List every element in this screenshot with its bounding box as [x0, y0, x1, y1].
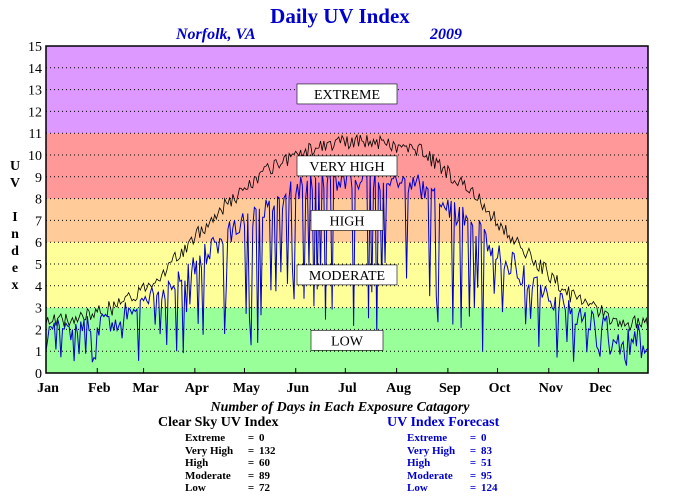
- band-label-low: LOW: [331, 334, 364, 349]
- month-label: Jul: [338, 381, 357, 396]
- y-axis-label-char: V: [10, 176, 20, 191]
- y-tick-label: 7: [35, 214, 42, 229]
- category-label: High: [407, 457, 431, 469]
- month-label: Dec: [589, 381, 612, 396]
- y-tick-label: 2: [35, 323, 42, 338]
- y-axis-label-char: I: [12, 210, 17, 225]
- y-axis-label-char: U: [10, 159, 20, 174]
- y-tick-label: 14: [28, 62, 42, 77]
- day-count: 83: [481, 444, 492, 457]
- month-label: Nov: [539, 381, 563, 396]
- year-label: 2009: [430, 26, 462, 43]
- clear-sky-line: [45, 133, 649, 332]
- y-axis-label-char: d: [11, 244, 19, 259]
- category-label: Very High: [185, 444, 234, 457]
- chart-title: Daily UV Index: [270, 4, 410, 28]
- month-label: Feb: [88, 381, 111, 396]
- equals-sign: =: [469, 432, 477, 444]
- forecast-row-moderate: Moderate = 95: [407, 470, 498, 483]
- day-count: 72: [259, 482, 270, 494]
- band-label-extreme: EXTREME: [314, 88, 380, 103]
- category-label: Extreme: [407, 432, 448, 444]
- y-tick-label: 3: [35, 302, 42, 317]
- equals-sign: =: [469, 457, 477, 469]
- month-label: Oct: [489, 381, 511, 396]
- y-tick-label: 6: [35, 236, 42, 251]
- month-label: Aug: [386, 381, 411, 396]
- y-tick-label: 5: [35, 258, 42, 273]
- day-count: 60: [259, 457, 270, 469]
- y-tick-label: 8: [35, 193, 42, 208]
- month-label: Sep: [439, 381, 461, 396]
- equals-sign: =: [469, 469, 477, 482]
- y-tick-label: 15: [28, 40, 42, 55]
- y-tick-label: 4: [35, 280, 42, 295]
- equals-sign: =: [247, 432, 255, 444]
- y-tick-label: 0: [35, 367, 42, 382]
- category-label: Very High: [407, 444, 456, 457]
- band-label-very-high: VERY HIGH: [309, 160, 384, 175]
- day-count: 0: [481, 432, 487, 444]
- day-count: 0: [259, 432, 265, 444]
- clear-row-moderate: Moderate = 89: [185, 470, 276, 483]
- day-count: 95: [481, 469, 492, 482]
- exposure-subtitle: Number of Days in Each Exposure Catagory: [210, 400, 470, 415]
- category-label: Moderate: [407, 469, 453, 482]
- category-label: Moderate: [185, 469, 231, 482]
- band-label-box: [310, 210, 384, 231]
- forecast-row-extreme: Extreme = 0: [407, 432, 498, 445]
- day-count: 132: [259, 444, 276, 457]
- month-label: Mar: [132, 381, 158, 396]
- month-label: Jun: [286, 381, 309, 396]
- forecast-stats: UV Index Forecast Extreme = 0 Very High = 83 H…: [387, 415, 499, 495]
- clear-sky-table: Extreme = 0 Very High = 132 High = 60 Moderate = 89…: [185, 432, 276, 495]
- equals-sign: =: [247, 469, 255, 482]
- band-label-box: [296, 264, 398, 286]
- category-label: High: [185, 457, 209, 469]
- month-label: May: [233, 381, 260, 396]
- clear-row-extreme: Extreme = 0: [185, 432, 276, 445]
- band-label-box: [310, 329, 384, 351]
- day-count: 124: [481, 482, 498, 494]
- equals-sign: =: [469, 482, 477, 494]
- forecast-heading: UV Index Forecast: [387, 415, 500, 430]
- forecast-table: Extreme = 0 Very High = 83 High = 51 Moderate = 95 L…: [407, 432, 498, 495]
- category-label: Low: [407, 482, 428, 494]
- clear-row-very-high: Very High = 132: [185, 445, 276, 458]
- equals-sign: =: [247, 457, 255, 469]
- band-label-box: [296, 83, 398, 105]
- clear-row-high: High = 60: [185, 457, 276, 470]
- y-tick-label: 10: [28, 149, 42, 164]
- clear-row-low: Low = 72: [185, 482, 276, 495]
- y-axis-label-char: x: [12, 278, 19, 293]
- band-label-high: HIGH: [330, 214, 365, 229]
- category-label: Extreme: [185, 432, 226, 444]
- category-label: Low: [185, 482, 206, 494]
- y-axis-label-char: e: [12, 261, 18, 276]
- clear-sky-stats: Clear Sky UV Index Extreme = 0 Very High = 13…: [158, 415, 278, 495]
- month-label: Jan: [37, 381, 59, 396]
- month-label: Apr: [185, 381, 209, 396]
- equals-sign: =: [469, 444, 477, 457]
- band-label-box: [296, 155, 398, 177]
- clear-sky-heading: Clear Sky UV Index: [158, 415, 279, 430]
- plot-frame: [45, 45, 649, 374]
- y-axis-label-char: n: [11, 227, 19, 242]
- band-label-moderate: MODERATE: [309, 269, 385, 284]
- y-tick-label: 1: [35, 345, 42, 360]
- day-count: 89: [259, 469, 270, 482]
- forecast-row-very-high: Very High = 83: [407, 445, 498, 458]
- y-tick-label: 11: [29, 127, 42, 142]
- y-tick-label: 13: [28, 84, 42, 99]
- y-tick-label: 9: [35, 171, 42, 186]
- location-label: Norfolk, VA: [176, 26, 256, 43]
- day-count: 51: [481, 457, 492, 469]
- equals-sign: =: [247, 482, 255, 494]
- forecast-row-high: High = 51: [407, 457, 498, 470]
- equals-sign: =: [247, 444, 255, 457]
- y-tick-label: 12: [28, 105, 42, 120]
- forecast-row-low: Low = 124: [407, 482, 498, 495]
